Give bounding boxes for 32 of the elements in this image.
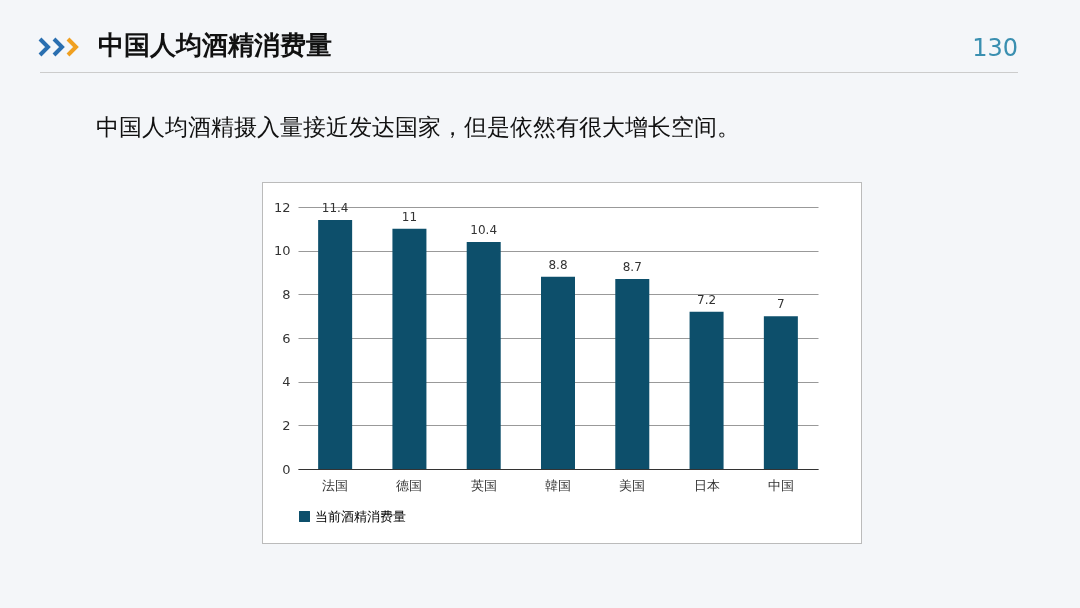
x-tick-label: 法国 (322, 477, 349, 493)
x-tick-label: 德国 (396, 477, 423, 493)
x-tick-label: 韓国 (545, 477, 571, 493)
data-label: 7 (777, 297, 785, 312)
x-tick-label: 美国 (619, 477, 646, 493)
x-tick-label: 日本 (693, 477, 720, 493)
chart-subtitle: 中国人均酒精摄入量接近发达国家，但是依然有很大增长空间。 (96, 113, 740, 142)
data-label: 11.4 (321, 201, 349, 216)
x-tick-label: 中国 (767, 477, 794, 493)
bar (318, 220, 353, 469)
data-label: 8.8 (548, 257, 568, 272)
data-label: 7.2 (697, 292, 717, 307)
legend-label: 当前酒精消费量 (315, 508, 406, 524)
bar (392, 228, 427, 469)
bar (615, 279, 650, 469)
data-label: 8.7 (622, 260, 642, 275)
y-tick-label: 8 (282, 286, 291, 302)
bar (466, 241, 501, 469)
y-tick-label: 0 (282, 461, 291, 477)
y-tick-label: 2 (282, 417, 291, 433)
data-label: 10.4 (470, 222, 498, 237)
bar (541, 276, 575, 469)
y-tick-label: 12 (273, 199, 291, 215)
bar (763, 316, 798, 469)
text: 130 (972, 34, 1018, 62)
y-tick-label: 6 (282, 330, 291, 346)
y-tick-label: 10 (273, 243, 291, 259)
y-tick-label: 4 (282, 374, 291, 390)
bar (689, 311, 724, 469)
x-tick-label: 英国 (470, 477, 497, 493)
data-label: 11 (401, 209, 418, 224)
chart-title: 中国人均酒精消费量 (98, 29, 332, 62)
